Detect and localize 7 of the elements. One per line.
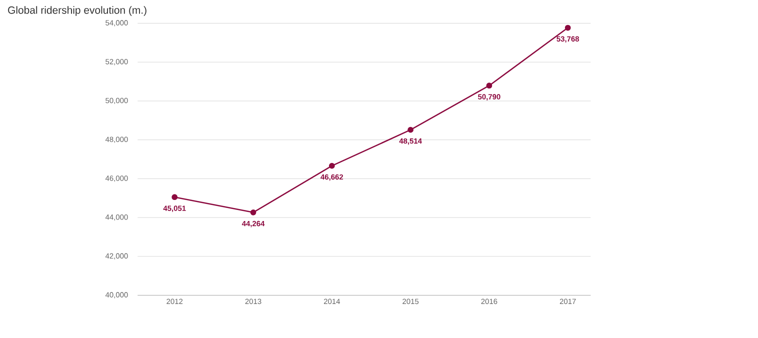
point: [328, 162, 335, 169]
point: [408, 126, 414, 133]
point: [564, 24, 571, 31]
point: [250, 209, 256, 216]
point: [486, 82, 492, 89]
point: [172, 194, 178, 200]
chart-title: Global ridership evolution (m.): [8, 6, 146, 16]
